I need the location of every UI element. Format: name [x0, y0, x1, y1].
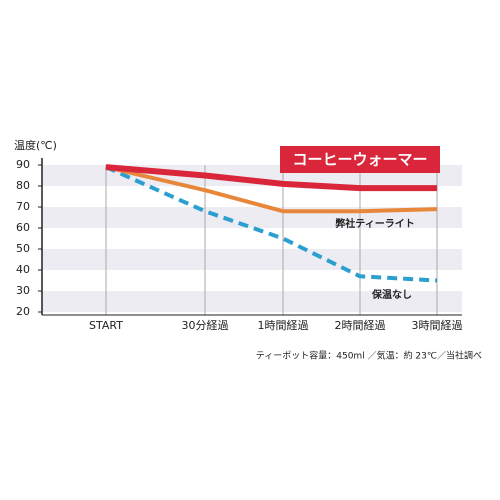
legend-label: 保温なし	[371, 288, 412, 301]
x-tick-label: 1時間経過	[258, 319, 309, 332]
legend-box	[280, 146, 440, 173]
legend-label: コーヒーウォーマー	[292, 151, 427, 169]
x-tick-label: 30分経過	[182, 319, 229, 332]
y-axis-label: 温度(℃)	[14, 138, 57, 152]
series-line	[105, 165, 438, 283]
note: ティーポット容量：450ml ／気温：約 23℃／当社調べ	[256, 350, 482, 362]
series-line	[105, 164, 437, 192]
y-tick-label: 20	[16, 305, 30, 318]
series-line	[105, 165, 438, 214]
y-tick-label: 40	[16, 263, 30, 276]
y-tick-label: 30	[16, 284, 30, 297]
x-tick-label: START	[89, 319, 123, 332]
band	[42, 249, 462, 270]
y-tick-label: 70	[16, 200, 30, 213]
x-tick-label: 2時間経過	[335, 319, 386, 332]
y-tick-label: 60	[16, 221, 30, 234]
band	[42, 291, 462, 312]
x-tick-label: 3時間経過	[412, 319, 463, 332]
legend-label: 弊社ティーライト	[335, 217, 414, 230]
y-tick-label: 50	[16, 242, 30, 255]
y-tick-label: 80	[16, 179, 30, 192]
y-tick-label: 90	[16, 158, 30, 171]
